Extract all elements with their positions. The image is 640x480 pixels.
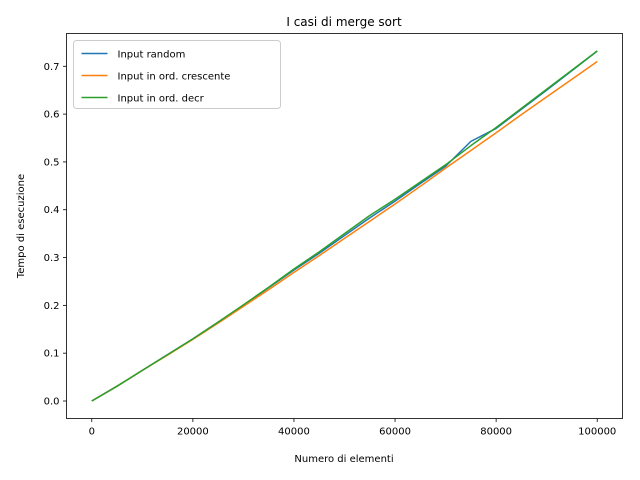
- y-tick-label: 0.1: [44, 349, 60, 360]
- x-axis-label: Numero di elementi: [294, 454, 393, 465]
- y-tick-label: 0.2: [44, 301, 60, 312]
- x-tick-label: 20000: [177, 427, 209, 438]
- plot-frame: [66, 33, 623, 419]
- y-tick-label: 0.7: [44, 62, 60, 73]
- x-tick-label: 80000: [480, 427, 512, 438]
- x-tick-label: 40000: [278, 427, 310, 438]
- series-line-3: [91, 50, 598, 402]
- y-tick-label: 0.0: [44, 397, 60, 408]
- y-tick-label: 0.3: [44, 253, 60, 264]
- legend: Input random Input in ord. crescente Input…: [73, 40, 281, 109]
- legend-label-1: Input random: [118, 50, 186, 61]
- y-tick-label: 0.4: [44, 205, 60, 216]
- legend-label-2: Input in ord. crescente: [118, 72, 231, 83]
- axis-ticks: 0 20000 40000 60000 80000 100000 0.0 0.1 0.2 0.3 0…: [44, 62, 617, 438]
- x-tick-label: 0: [89, 427, 95, 438]
- legend-box: [73, 40, 281, 109]
- x-tick-label: 60000: [379, 427, 411, 438]
- legend-label-3: Input in ord. decr: [118, 94, 205, 105]
- y-tick-label: 0.5: [44, 157, 60, 168]
- y-tick-label: 0.6: [44, 110, 60, 121]
- y-axis-label: Tempo di esecuzione: [16, 174, 27, 279]
- chart-title: I casi di merge sort: [286, 15, 402, 29]
- x-tick-label: 100000: [578, 427, 616, 438]
- series-lines: [91, 50, 598, 402]
